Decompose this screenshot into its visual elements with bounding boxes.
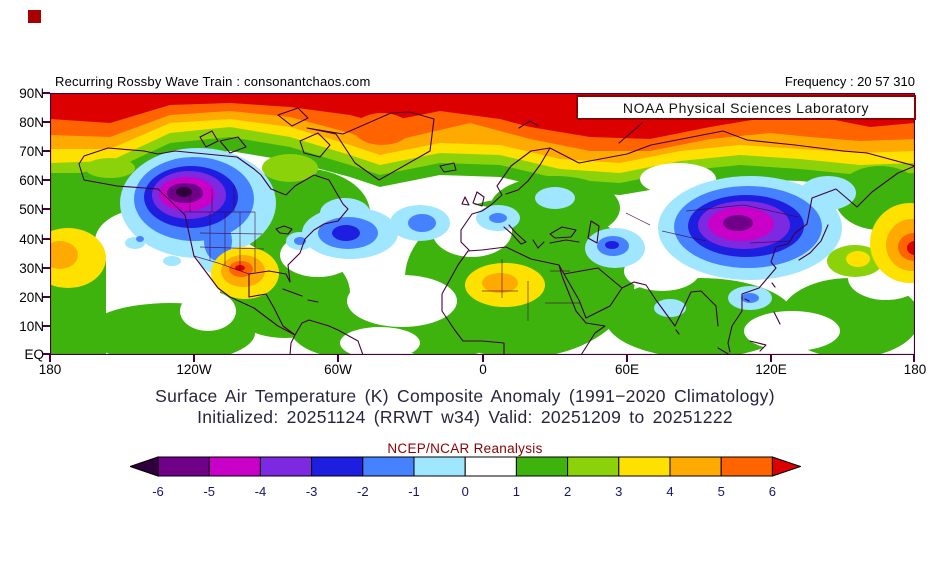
colorbar-tick-label: -5: [203, 484, 215, 499]
colorbar-segment: [362, 456, 415, 477]
x-axis-tick: [626, 355, 628, 362]
y-axis-label: 60N: [19, 173, 44, 188]
colorbar-segment: [259, 456, 313, 477]
noaa-psl-label: NOAA Physical Sciences Laboratory: [622, 99, 870, 116]
colorbar-tick-label: 5: [718, 484, 725, 499]
x-axis-label: 60E: [614, 362, 640, 377]
colorbar-tick-label: 4: [666, 484, 673, 499]
colorbar-tick-label: -4: [255, 484, 267, 499]
y-axis-tick: [42, 267, 50, 269]
anomaly-map-canvas: [50, 93, 915, 355]
x-axis-label: 180: [38, 362, 62, 377]
colorbar-tick-label: 3: [615, 484, 622, 499]
x-axis-tick: [913, 355, 915, 362]
colorbar: -6 -5 -4 -3 -2 -1 0 1 2 3 4 5 6: [130, 456, 801, 499]
chart-subtitle: Initialized: 20251124 (RRWT w34) Valid: …: [197, 407, 733, 427]
x-axis-tick: [770, 355, 772, 362]
colorbar-title: NCEP/NCAR Reanalysis: [387, 441, 543, 456]
chart-title: Surface Air Temperature (K) Composite An…: [155, 386, 775, 406]
colorbar-segment: [669, 456, 722, 477]
x-axis-label: 0: [479, 362, 487, 377]
x-axis-label: 120E: [755, 362, 787, 377]
y-axis-tick: [42, 179, 50, 181]
colorbar-segment: [311, 456, 364, 477]
colorbar-tick-label: -6: [152, 484, 164, 499]
y-axis-tick: [42, 325, 50, 327]
x-axis-tick: [482, 355, 484, 362]
colorbar-segment: [720, 456, 773, 477]
colorbar-segment: [567, 456, 620, 477]
y-axis-tick: [42, 208, 50, 210]
country-borders: [184, 185, 799, 321]
y-axis-label: 70N: [19, 144, 44, 159]
y-axis-label: 10N: [19, 319, 44, 334]
map-frame: [50, 93, 915, 355]
x-axis-tick: [49, 355, 51, 362]
colorbar-arrow-right: [771, 456, 801, 477]
colorbar-tick-label: -3: [306, 484, 318, 499]
colorbar-segment: [157, 456, 210, 477]
y-axis-tick: [42, 238, 50, 240]
y-axis-label: 30N: [19, 261, 44, 276]
x-axis-label: 120W: [176, 362, 212, 377]
y-axis-label: 80N: [19, 115, 44, 130]
y-axis-label: 90N: [19, 86, 44, 101]
coastlines: [78, 107, 915, 355]
y-axis-tick: [42, 296, 50, 298]
cold-anomalies: [120, 148, 856, 317]
header-right-label: Frequency : 20 57 310: [784, 74, 915, 89]
x-axis-tick: [337, 355, 339, 362]
y-axis-label: 50N: [19, 202, 44, 217]
colorbar-segment: [618, 456, 671, 477]
colorbar-tick-label: -1: [408, 484, 420, 499]
y-axis-tick: [42, 92, 50, 94]
positive-2to3-patches: [85, 154, 883, 277]
y-axis-tick: [42, 121, 50, 123]
anomaly-map: [50, 93, 915, 355]
colorbar-tick-label: 2: [564, 484, 571, 499]
x-axis-label: 60W: [324, 362, 352, 377]
y-axis-tick: [42, 353, 50, 355]
colorbar-segment: [515, 456, 569, 477]
x-axis-tick: [193, 355, 195, 362]
colorbar-segment: [464, 456, 517, 477]
x-axis-label: 180: [903, 362, 927, 377]
noaa-psl-box: NOAA Physical Sciences Laboratory: [576, 95, 916, 120]
y-axis-label: 40N: [19, 232, 44, 247]
colorbar-arrow-left: [130, 456, 159, 477]
colorbar-tick-label: 1: [513, 484, 520, 499]
colorbar-tick-label: 6: [769, 484, 776, 499]
warm-anomalies: [50, 203, 915, 307]
colorbar-segment: [413, 456, 466, 477]
y-axis-label: EQ: [24, 347, 44, 362]
colorbar-tick-label: -2: [357, 484, 369, 499]
colorbar-tick-label: 0: [462, 484, 469, 499]
header-left-label: Recurring Rossby Wave Train : consonantc…: [55, 74, 371, 89]
corner-marker: [28, 10, 41, 23]
y-axis-tick: [42, 150, 50, 152]
colorbar-segment: [208, 456, 261, 477]
y-axis-label: 20N: [19, 290, 44, 305]
